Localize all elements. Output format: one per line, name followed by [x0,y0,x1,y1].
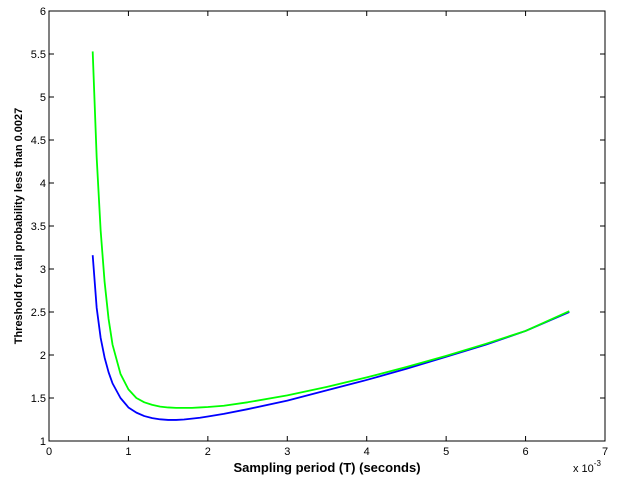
y-tick-label: 1 [40,436,46,448]
x-tick-labels: 0 1 2 3 4 5 6 7 [46,446,608,458]
y-tick-label: 2 [40,350,46,362]
x-axis-multiplier: x 10-3 [573,459,601,475]
x-multiplier-exponent: -3 [594,459,602,468]
y-tick-label: 2.5 [31,307,46,319]
series-line-2 [91,51,570,409]
y-tick-label: 4.5 [31,135,46,147]
x-tick-label: 1 [125,446,131,458]
x-multiplier-base: x 10 [573,463,594,475]
y-axis-label: Threshold for tail probability less than… [13,108,25,345]
axis-ticks [48,10,606,442]
x-tick-label: 6 [523,446,529,458]
y-tick-label: 6 [40,6,46,18]
series-lines [91,51,570,421]
x-tick-label: 3 [284,446,290,458]
series-line-1 [91,255,570,421]
x-tick-label: 4 [364,446,370,458]
x-axis-label: Sampling period (T) (seconds) [233,460,420,475]
y-tick-label: 3 [40,264,46,276]
y-tick-label: 5 [40,92,46,104]
x-tick-label: 7 [602,446,608,458]
plot-background [49,11,605,441]
y-tick-labels: 1 1.5 2 2.5 3 3.5 4 4.5 5 5.5 6 [31,6,46,448]
x-tick-label: 5 [443,446,449,458]
y-tick-label: 3.5 [31,221,46,233]
y-tick-label: 1.5 [31,393,46,405]
x-tick-label: 0 [46,446,52,458]
y-tick-label: 4 [40,178,46,190]
x-tick-label: 2 [205,446,211,458]
y-tick-label: 5.5 [31,49,46,61]
